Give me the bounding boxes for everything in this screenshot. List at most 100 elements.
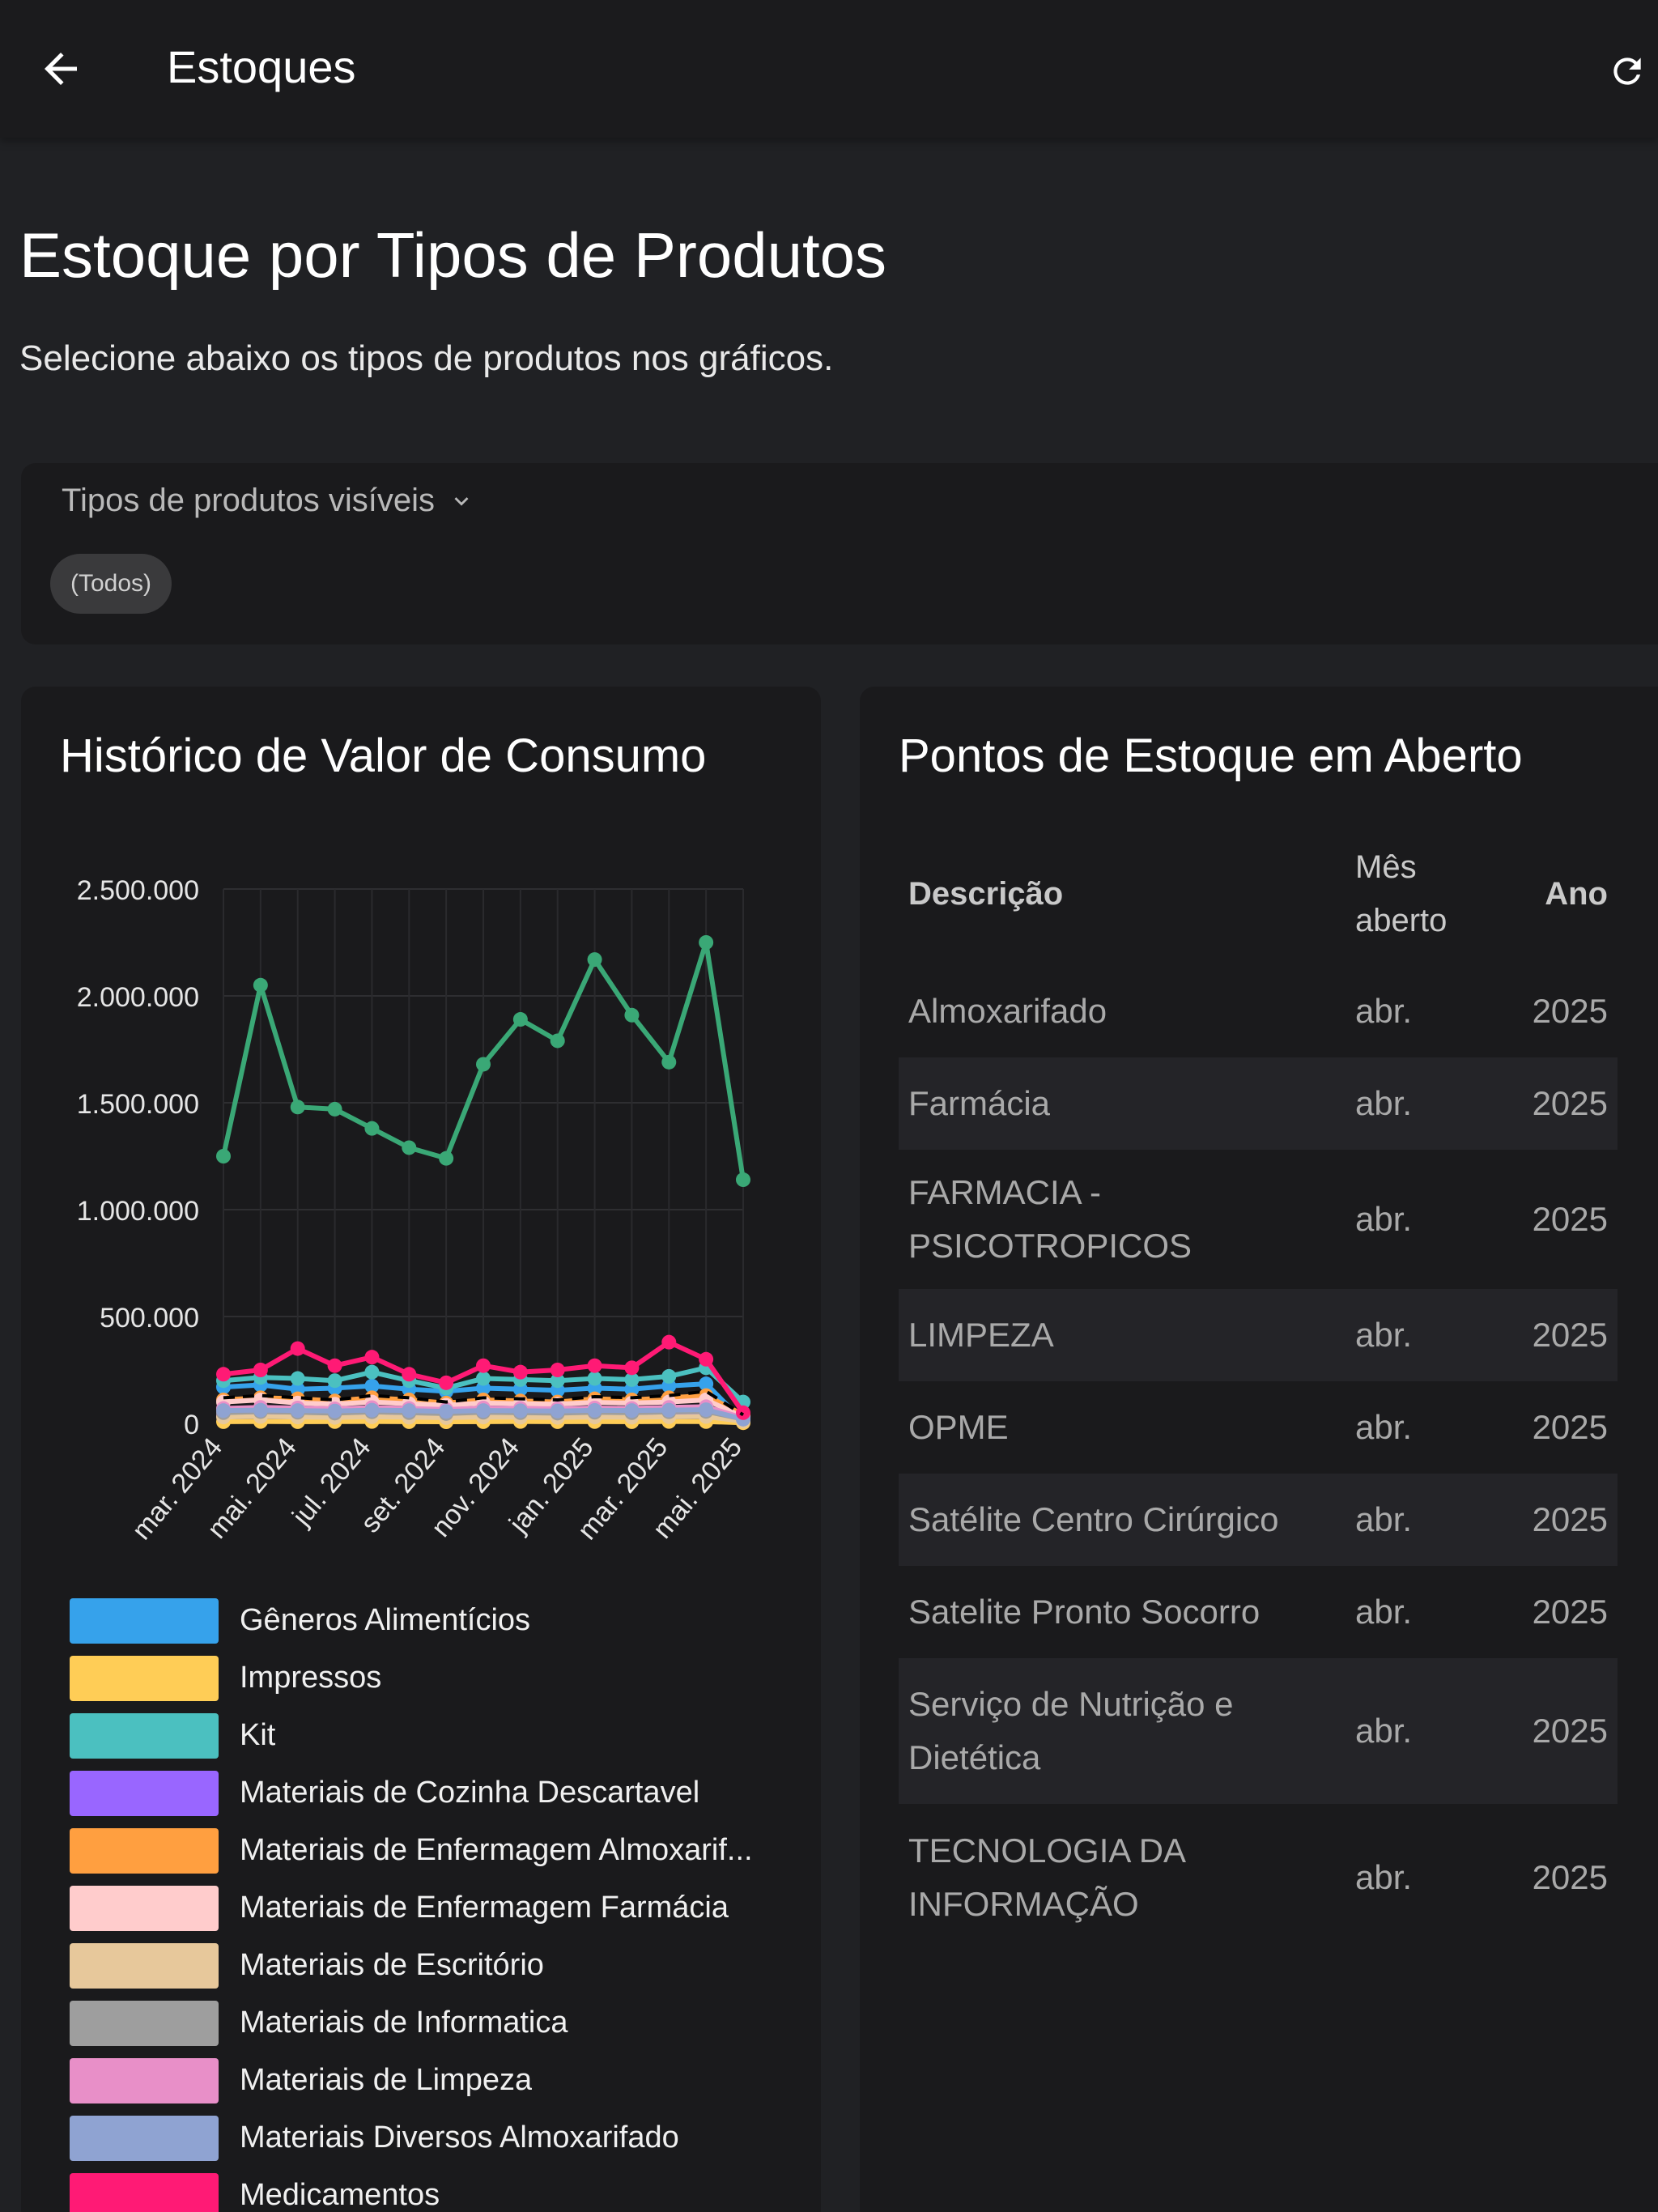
data-point	[327, 1373, 342, 1389]
legend-item[interactable]: Materiais de Informatica	[70, 1994, 798, 2052]
legend-item[interactable]: Impressos	[70, 1649, 798, 1707]
data-point	[439, 1404, 454, 1419]
data-point	[512, 1364, 528, 1380]
chart-title: Histórico de Valor de Consumo	[60, 730, 707, 782]
column-header-ano[interactable]: Ano	[1545, 875, 1608, 912]
data-point	[512, 1403, 528, 1419]
refresh-icon	[1613, 57, 1641, 85]
legend-swatch	[70, 1942, 219, 1989]
legend-item[interactable]: Materiais Diversos Almoxarifado	[70, 2109, 798, 2167]
legend-item[interactable]: Materiais de Cozinha Descartavel	[70, 1764, 798, 1822]
table-row[interactable]: Almoxarifado abr. 2025	[899, 965, 1618, 1057]
legend-item[interactable]: Materiais de Enfermagem Almoxarif...	[70, 1822, 798, 1879]
legend-swatch	[70, 1655, 219, 1701]
data-point	[624, 1403, 640, 1419]
data-point	[587, 1402, 602, 1418]
table-row[interactable]: Serviço de Nutrição e Dietética abr. 2025	[899, 1658, 1618, 1804]
legend-label: Materiais de Enfermagem Farmácia	[240, 1891, 729, 1925]
data-point	[699, 935, 714, 950]
open-stock-table: Descrição Mês aberto Ano Almoxarifado abr…	[899, 823, 1618, 1951]
column-header-mes[interactable]: Mês aberto	[1355, 849, 1448, 938]
data-point	[327, 1358, 342, 1373]
table-row[interactable]: OPME abr. 2025	[899, 1381, 1618, 1474]
legend-item[interactable]: Medicamentos	[70, 2167, 798, 2212]
table-row[interactable]: FARMACIA - PSICOTROPICOS abr. 2025	[899, 1150, 1618, 1289]
series-line	[223, 1389, 745, 1417]
chevron-down-icon	[454, 496, 469, 506]
y-tick-label: 500.000	[100, 1303, 199, 1334]
data-point	[402, 1140, 417, 1155]
cell-ano: 2025	[1532, 1408, 1608, 1446]
data-point	[512, 1012, 528, 1027]
cell-mes: abr.	[1346, 1289, 1491, 1381]
data-point	[661, 1402, 677, 1418]
legend-item[interactable]: Kit	[70, 1707, 798, 1764]
cell-mes: abr.	[1346, 1474, 1491, 1566]
data-point	[587, 1371, 602, 1386]
cell-mes: abr.	[1355, 1200, 1413, 1238]
product-type-dropdown[interactable]: Tipos de produtos visíveis	[62, 483, 475, 519]
legend-label: Materiais de Informatica	[240, 2006, 568, 2040]
legend-label: Materiais Diversos Almoxarifado	[240, 2121, 679, 2155]
legend-swatch	[70, 1712, 219, 1759]
filter-chip-all[interactable]: (Todos)	[50, 554, 172, 614]
legend-label: Kit	[240, 1718, 276, 1752]
cell-descricao: LIMPEZA	[899, 1289, 1346, 1381]
legend-item[interactable]: Materiais de Enfermagem Farmácia	[70, 1879, 798, 1937]
product-type-filter: Tipos de produtos visíveis (Todos)	[21, 463, 1658, 644]
cell-ano: 2025	[1532, 1858, 1608, 1896]
legend-item[interactable]: Materiais de Limpeza	[70, 2052, 798, 2109]
cell-descricao: FARMACIA - PSICOTROPICOS	[908, 1173, 1192, 1265]
legend-swatch	[70, 2115, 219, 2161]
data-point	[402, 1367, 417, 1382]
cell-ano: 2025	[1491, 1057, 1618, 1150]
data-point	[550, 1363, 565, 1377]
data-point	[661, 1334, 677, 1350]
cell-descricao: OPME	[908, 1408, 1009, 1446]
y-tick-label: 1.000.000	[77, 1196, 199, 1227]
table-row[interactable]: LIMPEZA abr. 2025	[899, 1289, 1618, 1381]
table-row[interactable]: Satélite Centro Cirúrgico abr. 2025	[899, 1474, 1618, 1566]
cell-descricao: Satélite Centro Cirúrgico	[899, 1474, 1346, 1566]
data-point	[699, 1402, 714, 1418]
legend-item[interactable]: Gêneros Alimentícios	[70, 1592, 798, 1649]
cell-mes: abr.	[1355, 992, 1413, 1030]
cell-ano: 2025	[1491, 1474, 1618, 1566]
cell-ano: 2025	[1491, 1289, 1618, 1381]
table-row[interactable]: Satelite Pronto Socorro abr. 2025	[899, 1566, 1618, 1658]
data-point	[253, 977, 268, 993]
data-point	[476, 1371, 491, 1386]
legend-label: Materiais de Limpeza	[240, 2063, 533, 2097]
column-header-descricao[interactable]: Descrição	[908, 875, 1064, 912]
legend-swatch	[70, 1597, 219, 1644]
legend-swatch	[70, 1827, 219, 1874]
cell-mes: abr.	[1355, 1858, 1413, 1896]
data-point	[327, 1101, 342, 1117]
cell-mes: abr.	[1355, 1408, 1413, 1446]
open-stock-points-card: Pontos de Estoque em Aberto Descrição Mê…	[860, 687, 1658, 2212]
legend-swatch	[70, 1770, 219, 1816]
table-row[interactable]: Farmácia abr. 2025	[899, 1057, 1618, 1150]
refresh-button[interactable]	[1599, 39, 1656, 104]
data-point	[587, 952, 602, 968]
legend-label: Impressos	[240, 1661, 382, 1695]
filter-label: Tipos de produtos visíveis	[62, 483, 435, 518]
data-point	[624, 1007, 640, 1023]
app-title: Estoques	[167, 41, 356, 92]
cell-ano: 2025	[1491, 1658, 1618, 1804]
data-point	[699, 1376, 714, 1392]
data-point	[550, 1033, 565, 1049]
legend-label: Materiais de Escritório	[240, 1948, 544, 1982]
table-header-row: Descrição Mês aberto Ano	[899, 823, 1618, 965]
data-point	[364, 1402, 380, 1418]
table-row[interactable]: TECNOLOGIA DA INFORMAÇÃO abr. 2025	[899, 1804, 1618, 1951]
data-point	[216, 1367, 231, 1382]
legend-item[interactable]: Materiais de Escritório	[70, 1937, 798, 1994]
cell-ano: 2025	[1532, 1593, 1608, 1631]
data-point	[476, 1057, 491, 1072]
legend-swatch	[70, 2057, 219, 2104]
data-point	[253, 1363, 268, 1377]
cell-descricao: TECNOLOGIA DA INFORMAÇÃO	[908, 1831, 1184, 1923]
back-button[interactable]	[24, 32, 97, 105]
legend-label: Materiais de Cozinha Descartavel	[240, 1776, 700, 1810]
